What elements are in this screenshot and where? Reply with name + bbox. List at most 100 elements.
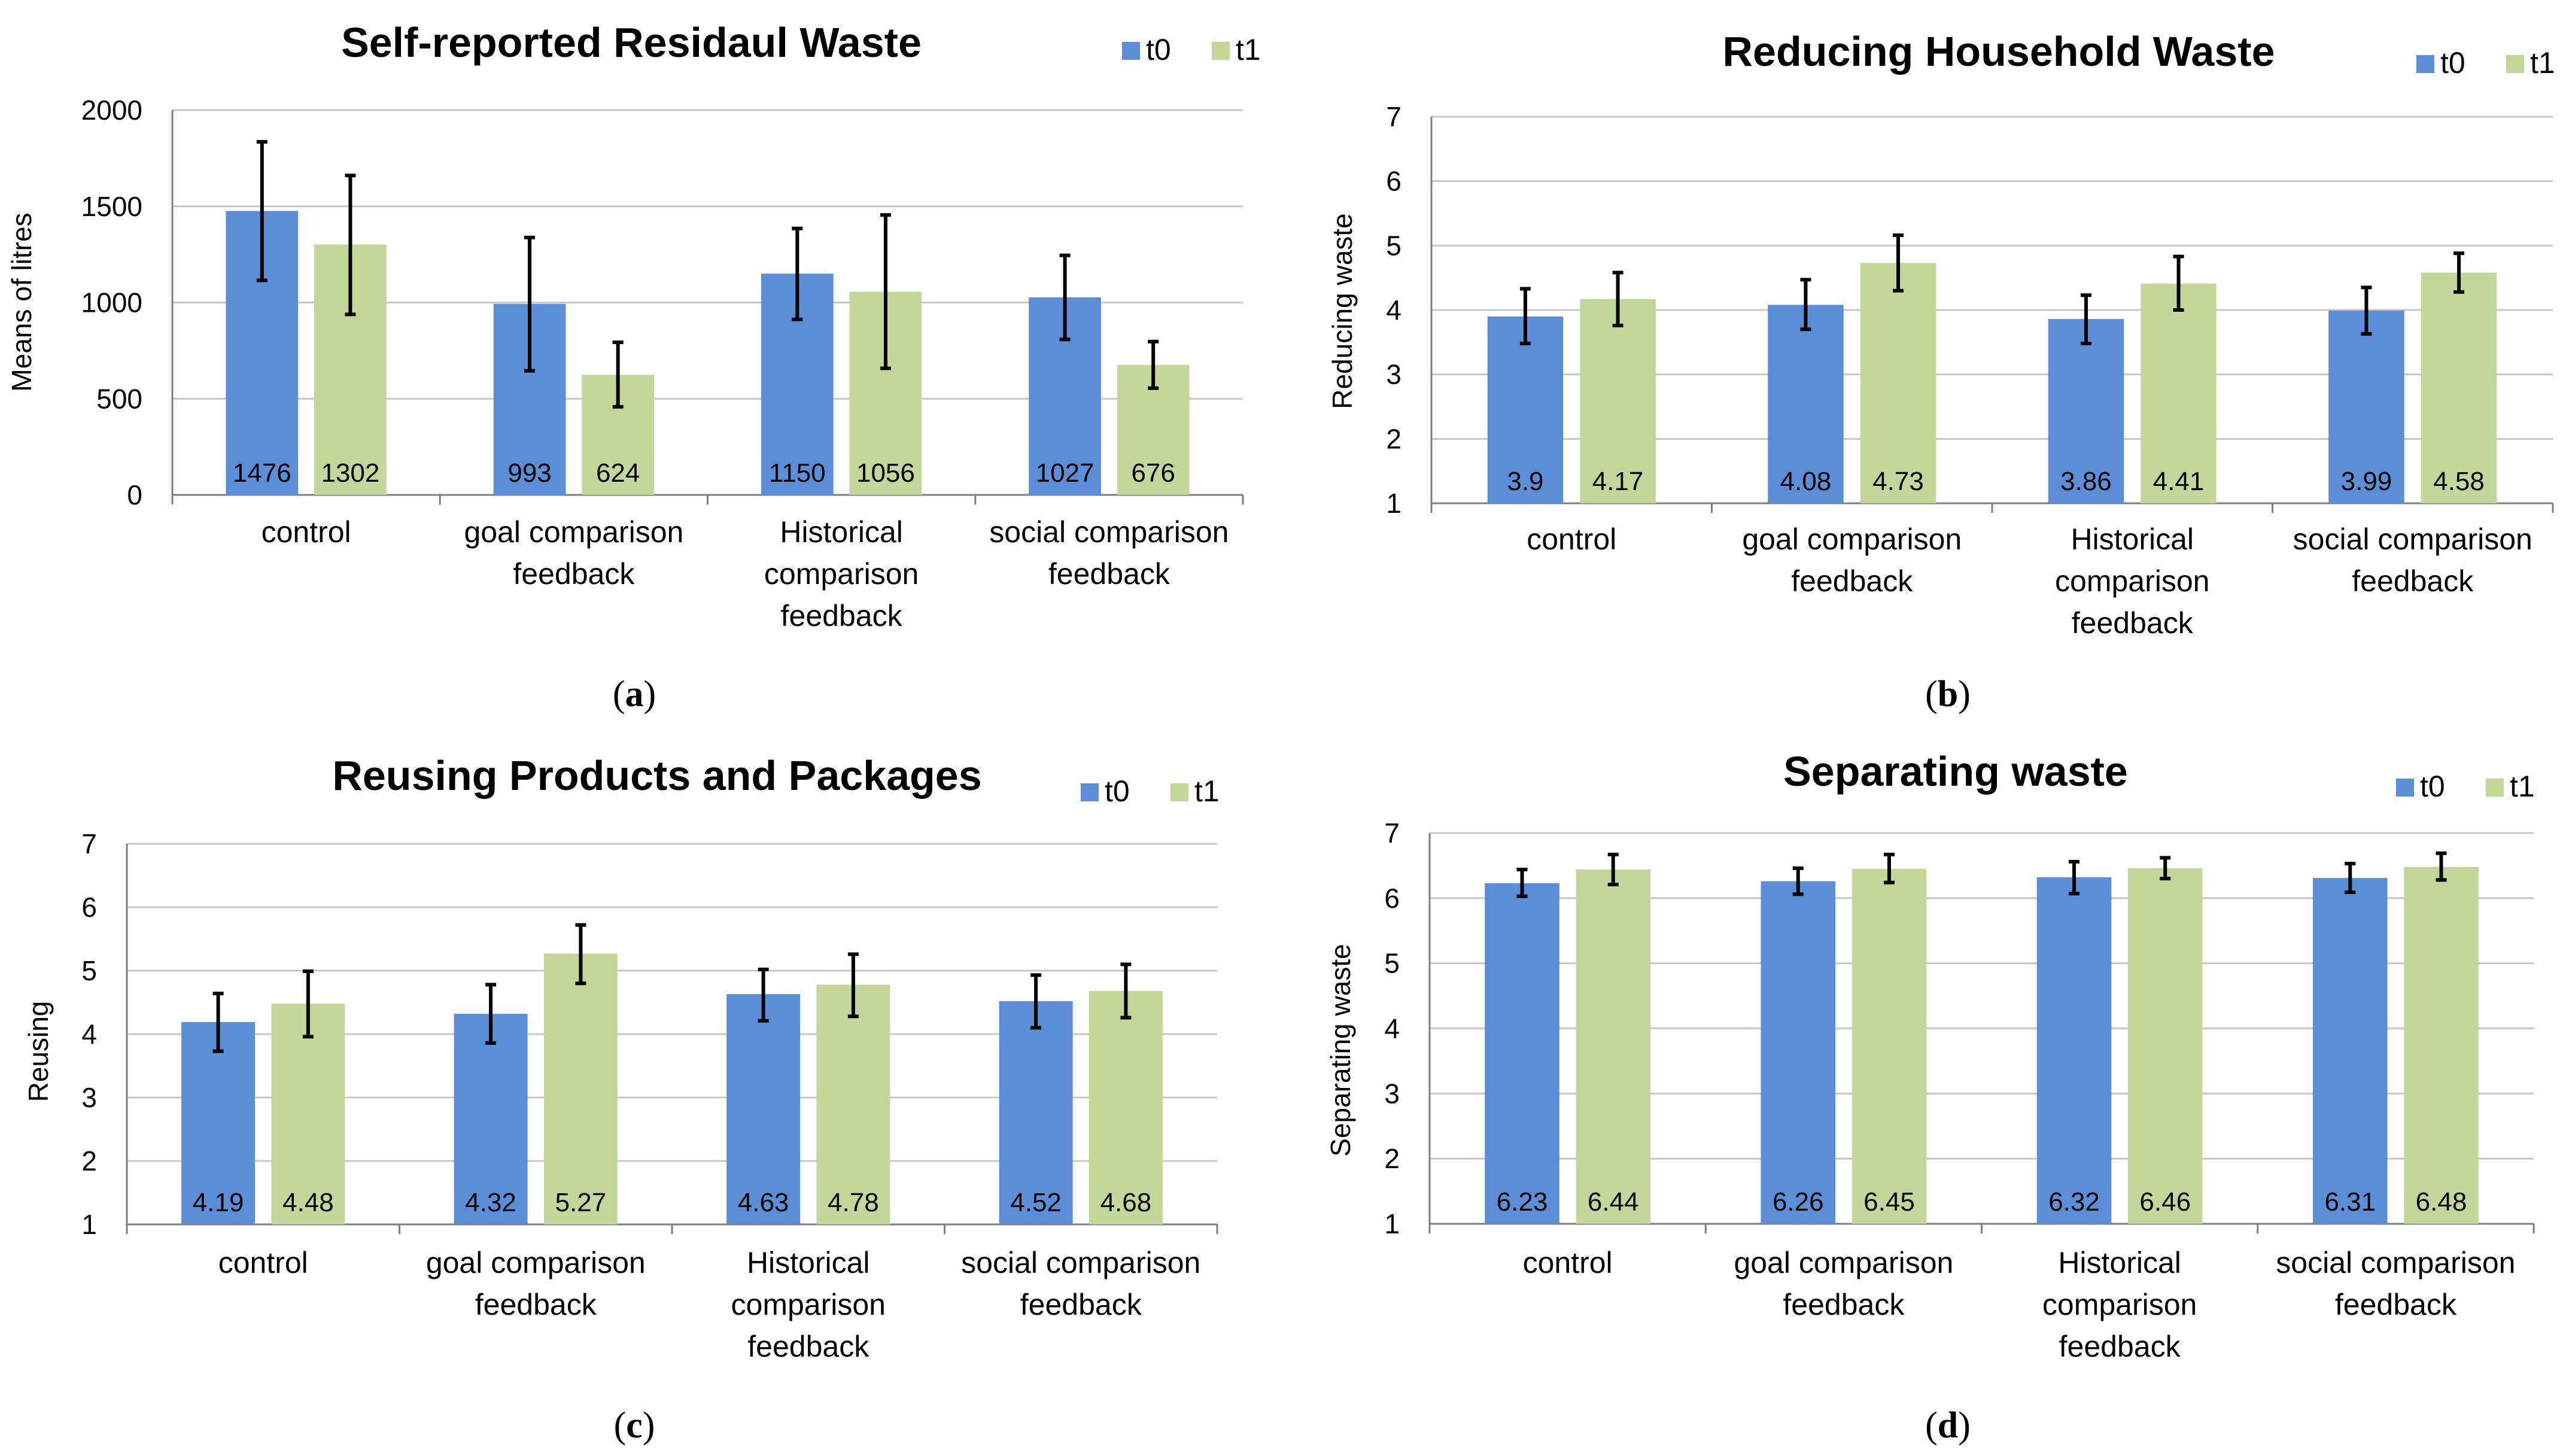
data-label: 4.48 — [282, 1188, 334, 1217]
chart-panel-2: 1 2 3 4 5 6 7 3.9 4.17 control 4.08 4.73 goal compar… — [1327, 28, 2555, 715]
x-category-label: feedback — [2059, 1330, 2181, 1363]
data-label: 4.78 — [828, 1188, 879, 1217]
y-axis-label: Reusing — [23, 1001, 54, 1102]
data-label: 1056 — [856, 458, 915, 488]
data-label: 3.86 — [2060, 467, 2112, 496]
data-label: 5.27 — [555, 1188, 607, 1217]
x-category-label: control — [1527, 522, 1616, 556]
chart-title: Separating waste — [1783, 748, 2128, 795]
y-tick-label: 1 — [1384, 1208, 1400, 1239]
y-tick-label: 4 — [1386, 294, 1401, 326]
chart-title: Reducing Household Waste — [1722, 28, 2275, 75]
legend-swatch-t1 — [1212, 42, 1230, 60]
legend-label: t1 — [1194, 774, 1220, 808]
y-tick-label: 1000 — [81, 287, 142, 318]
y-tick-label: 0 — [127, 479, 142, 510]
bar-t1 — [2421, 272, 2497, 503]
y-tick-label: 1500 — [81, 191, 142, 222]
data-label: 4.58 — [2433, 467, 2485, 496]
x-category-label: Historical — [2058, 1246, 2181, 1279]
legend-label: t0 — [1105, 774, 1130, 808]
data-label: 4.41 — [2153, 467, 2205, 496]
bar-t0 — [181, 1022, 256, 1224]
x-category-label: Historical — [780, 515, 903, 549]
data-label: 624 — [596, 458, 640, 488]
data-label: 676 — [1131, 458, 1175, 488]
x-category-label: goal comparison — [1734, 1246, 1953, 1279]
x-category-label: control — [262, 515, 351, 549]
y-tick-label: 2 — [1384, 1143, 1400, 1174]
x-category-label: social comparison — [2276, 1246, 2515, 1279]
y-tick-label: 5 — [1384, 948, 1400, 979]
x-category-label: social comparison — [961, 1246, 1200, 1279]
bar-t0 — [1485, 883, 1559, 1224]
bar-t0 — [999, 1001, 1073, 1224]
chart-panel-4: 1 2 3 4 5 6 7 6.23 6.44 control 6.26 6.45 goal compa… — [1325, 748, 2535, 1446]
bar-t1 — [271, 1004, 345, 1224]
legend-swatch-t0 — [1081, 783, 1099, 801]
data-label: 1476 — [233, 458, 291, 488]
x-category-label: Historical — [2071, 522, 2194, 556]
data-label: 3.99 — [2341, 467, 2392, 496]
bar-t0 — [1487, 316, 1564, 503]
y-tick-label: 4 — [81, 1019, 97, 1050]
bar-t0 — [2048, 319, 2124, 503]
legend-label: t0 — [2440, 46, 2465, 80]
x-category-label: goal comparison — [1742, 522, 1962, 556]
bar-t1 — [2141, 283, 2217, 503]
y-tick-label: 1 — [81, 1209, 97, 1240]
y-tick-label: 2 — [81, 1145, 97, 1177]
data-label: 4.08 — [1780, 467, 1832, 496]
y-tick-label: 6 — [1386, 166, 1401, 197]
bar-t0 — [454, 1014, 528, 1224]
bar-t0 — [2328, 311, 2404, 503]
bar-t1 — [1851, 868, 1927, 1224]
bar-t0 — [726, 994, 801, 1224]
y-axis-label: Reducing waste — [1327, 213, 1358, 409]
legend-swatch-t1 — [2486, 779, 2504, 797]
bar-t0 — [1768, 305, 1844, 503]
x-category-label: feedback — [1048, 557, 1170, 591]
x-category-label: social comparison — [989, 515, 1229, 549]
x-category-label: control — [1523, 1246, 1613, 1279]
bar-t0 — [2313, 878, 2388, 1224]
legend-label: t0 — [2420, 770, 2445, 803]
x-category-label: control — [218, 1246, 308, 1279]
data-label: 1302 — [321, 458, 379, 488]
y-tick-label: 1 — [1386, 488, 1401, 519]
bar-t1 — [2127, 868, 2203, 1224]
x-category-label: Historical — [747, 1246, 870, 1279]
legend-swatch-t1 — [2506, 55, 2524, 73]
legend-label: t0 — [1146, 33, 1171, 66]
bar-t1 — [2404, 867, 2479, 1224]
x-category-label: comparison — [2042, 1288, 2197, 1321]
panel-caption: (b) — [1925, 674, 1971, 715]
data-label: 1027 — [1036, 458, 1094, 488]
y-tick-label: 7 — [1386, 101, 1401, 132]
x-category-label: comparison — [731, 1288, 886, 1321]
y-tick-label: 7 — [1384, 817, 1400, 849]
data-label: 4.32 — [465, 1188, 516, 1217]
chart-panel-3: 1 2 3 4 5 6 7 4.19 4.48 control 4.32 5.27 goal compa… — [23, 752, 1220, 1446]
data-label: 993 — [507, 458, 551, 488]
y-tick-label: 2 — [1386, 423, 1401, 454]
x-category-label: goal comparison — [426, 1246, 646, 1279]
bar-t1 — [1860, 263, 1936, 503]
data-label: 6.45 — [1863, 1187, 1915, 1217]
chart-title: Reusing Products and Packages — [332, 752, 981, 799]
data-label: 4.73 — [1872, 467, 1924, 496]
bar-t1 — [1580, 299, 1656, 503]
data-label: 6.26 — [1773, 1187, 1824, 1217]
legend-swatch-t0 — [2396, 779, 2414, 797]
x-category-label: feedback — [2352, 564, 2474, 598]
data-label: 6.32 — [2048, 1187, 2100, 1217]
y-tick-label: 6 — [1384, 883, 1400, 914]
bar-t0 — [2036, 877, 2112, 1224]
x-category-label: goal comparison — [464, 515, 683, 549]
data-label: 4.52 — [1010, 1188, 1062, 1217]
bar-t1 — [543, 953, 618, 1224]
data-label: 6.48 — [2416, 1187, 2467, 1217]
x-category-label: feedback — [1783, 1288, 1905, 1321]
y-tick-label: 5 — [1386, 230, 1401, 261]
